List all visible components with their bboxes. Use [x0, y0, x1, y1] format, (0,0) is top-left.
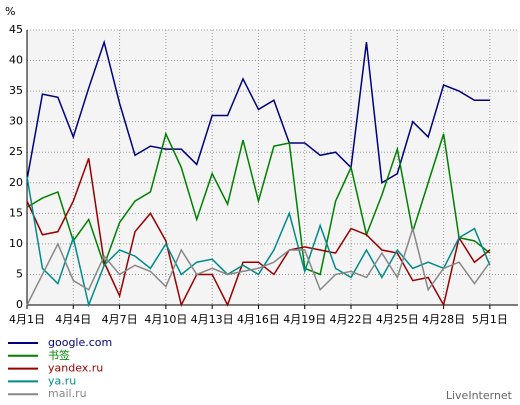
x-tick-label: 4月19日	[283, 313, 326, 326]
y-tick-label: 20	[9, 176, 23, 189]
x-tick-label: 4月10日	[144, 313, 187, 326]
x-tick-label: 4月13日	[191, 313, 234, 326]
x-tick-label: 4月7日	[102, 313, 138, 326]
legend-label: ya.ru	[48, 374, 76, 387]
plot-area	[27, 30, 518, 305]
y-tick-label: 15	[9, 206, 23, 219]
series-line	[26, 176, 491, 308]
y-tick-label: 30	[9, 115, 23, 128]
y-tick-label: 25	[9, 145, 23, 158]
series-line	[26, 225, 491, 306]
y-tick-label: 5	[16, 267, 23, 280]
series-line	[26, 39, 490, 185]
x-tick-label: 4月28日	[422, 313, 465, 326]
series-line	[26, 158, 491, 308]
legend-label: 书签	[48, 348, 70, 362]
y-tick-label: 35	[9, 84, 23, 97]
y-tick-label: 0	[16, 298, 23, 311]
footer: LiveInternet	[446, 389, 513, 402]
y-tick-label: 40	[9, 54, 23, 67]
x-tick-label: 4月25日	[376, 313, 419, 326]
x-tick-label: 5月1日	[472, 313, 508, 326]
legend-label: yandex.ru	[48, 362, 103, 375]
legend-label: mail.ru	[48, 387, 87, 400]
x-tick-label: 4月16日	[237, 313, 280, 326]
y-axis-label: %	[5, 5, 15, 18]
x-tick-label: 4月1日	[9, 313, 45, 326]
y-tick-label: 10	[9, 237, 23, 250]
x-tick-label: 4月4日	[55, 313, 91, 326]
legend-label: google.com	[48, 336, 112, 349]
y-tick-label: 45	[9, 23, 23, 36]
x-tick-label: 4月22日	[330, 313, 373, 326]
